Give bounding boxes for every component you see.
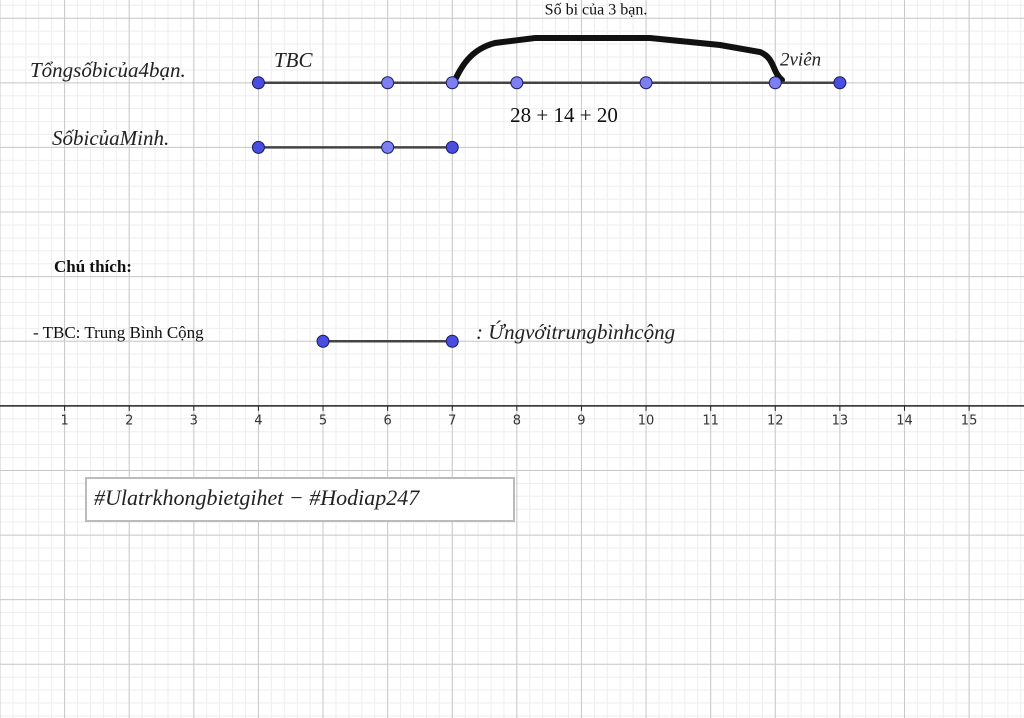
point bbox=[381, 76, 395, 90]
hashtag: #Ulatrkhongbietgihet − #Hodiap247 bbox=[94, 485, 420, 510]
point bbox=[639, 76, 653, 90]
x-tick-label: 1 bbox=[60, 413, 68, 428]
x-tick-label: 8 bbox=[513, 413, 521, 428]
brace bbox=[449, 35, 785, 89]
point bbox=[251, 140, 265, 154]
legend-title: Chú thích: bbox=[54, 257, 132, 276]
content: Tổngsốbicủa4bạn. TBC Số bi của 3 bạn. 2v… bbox=[30, 2, 847, 522]
label: Số bi của 3 bạn. bbox=[545, 2, 648, 19]
x-tick-label: 11 bbox=[702, 413, 719, 428]
point bbox=[445, 76, 459, 90]
x-tick-label: 4 bbox=[254, 413, 262, 428]
x-tick-label: 9 bbox=[577, 413, 585, 428]
point bbox=[381, 140, 395, 154]
label: SốbicủaMinh. bbox=[52, 126, 169, 150]
point bbox=[833, 76, 847, 90]
x-tick-label: 15 bbox=[961, 413, 978, 428]
hashtag-box bbox=[85, 477, 515, 522]
legend-text: : Ứngvớitrungbìnhcộng bbox=[476, 320, 675, 344]
x-tick-label: 7 bbox=[448, 413, 456, 428]
point bbox=[445, 334, 459, 348]
point bbox=[768, 76, 782, 90]
x-tick-label: 10 bbox=[638, 413, 655, 428]
point bbox=[251, 76, 265, 90]
x-tick-label: 13 bbox=[832, 413, 849, 428]
label: 2viên bbox=[780, 49, 821, 70]
point bbox=[510, 76, 524, 90]
x-tick-label: 6 bbox=[383, 413, 391, 428]
x-tick-label: 2 bbox=[125, 413, 133, 428]
x-tick-label: 14 bbox=[896, 413, 913, 428]
point bbox=[316, 334, 330, 348]
label: 28 + 14 + 20 bbox=[510, 103, 618, 127]
x-tick-label: 3 bbox=[190, 413, 198, 428]
label: Tổngsốbicủa4bạn. bbox=[30, 58, 186, 82]
label: TBC bbox=[274, 48, 314, 72]
legend-text: - TBC: Trung Bình Cộng bbox=[33, 323, 204, 342]
x-tick-label: 5 bbox=[319, 413, 327, 428]
point bbox=[445, 140, 459, 154]
x-tick-label: 12 bbox=[767, 413, 784, 428]
